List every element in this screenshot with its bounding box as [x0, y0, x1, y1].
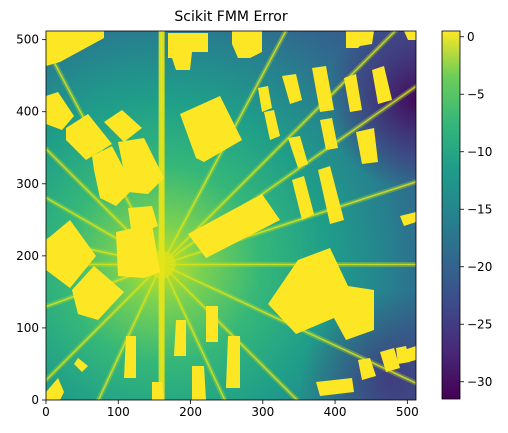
- ray: [46, 196, 163, 266]
- ray: [46, 263, 162, 308]
- ray: [161, 263, 416, 385]
- obstacle: [346, 31, 374, 48]
- chart-title: Scikit FMM Error: [174, 9, 287, 25]
- obstacle: [74, 358, 88, 372]
- plot-frame: [45, 30, 417, 401]
- colorbar: [441, 30, 461, 400]
- obstacle: [320, 118, 338, 150]
- y-tick-label: 100: [16, 321, 39, 335]
- ray: [161, 31, 397, 266]
- obstacle: [282, 74, 302, 104]
- obstacle: [232, 31, 262, 58]
- colorbar-tick-label: −30: [467, 375, 492, 389]
- ray: [97, 264, 163, 400]
- ray: [160, 264, 226, 400]
- y-tick-label: 0: [31, 393, 39, 407]
- x-tick-label: 500: [396, 405, 419, 419]
- colorbar-tick-label: −10: [467, 145, 492, 159]
- obstacle: [104, 110, 142, 142]
- obstacle: [358, 358, 376, 380]
- obstacle: [116, 224, 160, 278]
- colorbar-tick-label: −15: [467, 202, 492, 216]
- colorbar-tick-label: −20: [467, 260, 492, 274]
- x-tick-label: 200: [179, 405, 202, 419]
- obstacle: [180, 96, 242, 162]
- y-tick-label: 200: [16, 249, 39, 263]
- obstacle: [226, 336, 240, 388]
- obstacle: [118, 138, 164, 194]
- obstacle: [206, 306, 218, 342]
- obstacle: [46, 31, 104, 66]
- obstacle: [318, 166, 344, 224]
- obstacle: [400, 212, 416, 226]
- obstacle: [92, 146, 134, 206]
- ray: [46, 263, 163, 382]
- obstacle: [192, 366, 206, 400]
- obstacle: [152, 382, 164, 400]
- obstacle: [268, 248, 374, 340]
- obstacle: [372, 66, 392, 104]
- obstacle: [46, 378, 64, 400]
- ray: [160, 31, 287, 265]
- colorbar-tick-label: −5: [467, 87, 485, 101]
- obstacle: [188, 194, 280, 258]
- obstacle: [344, 74, 362, 112]
- y-tick-label: 300: [16, 177, 39, 191]
- y-tick-label: 500: [16, 33, 39, 47]
- obstacle: [288, 136, 308, 168]
- x-tick-label: 300: [251, 405, 274, 419]
- obstacle: [46, 220, 96, 288]
- obstacle: [66, 114, 112, 160]
- colorbar-axis: 0 −5 −10 −15 −20 −25 −30: [460, 30, 492, 389]
- ray: [161, 181, 416, 266]
- x-axis: 0 100 200 300 400 500: [42, 400, 419, 419]
- obstacle: [316, 378, 354, 396]
- obstacle: [292, 176, 314, 220]
- ray: [161, 263, 299, 400]
- obstacle: [404, 346, 416, 362]
- obstacle: [72, 266, 124, 320]
- obstacle: [174, 320, 186, 356]
- obstacle: [404, 31, 416, 40]
- x-tick-label: 0: [42, 405, 50, 419]
- obstacle: [168, 33, 208, 70]
- colorbar-tick-label: −25: [467, 317, 492, 331]
- obstacle: [356, 128, 378, 164]
- y-axis: 0 100 200 300 400 500: [16, 33, 46, 407]
- x-tick-label: 400: [324, 405, 347, 419]
- obstacle: [312, 66, 334, 112]
- obstacle: [380, 348, 400, 372]
- y-tick-label: 400: [16, 105, 39, 119]
- x-tick-label: 100: [107, 405, 130, 419]
- ray: [46, 147, 163, 266]
- obstacle: [128, 206, 158, 236]
- obstacles: [46, 31, 416, 400]
- colorbar-tick-label: 0: [467, 30, 475, 44]
- obstacle: [46, 92, 74, 130]
- obstacle: [264, 110, 280, 140]
- obstacle: [124, 336, 136, 378]
- obstacle: [258, 86, 272, 112]
